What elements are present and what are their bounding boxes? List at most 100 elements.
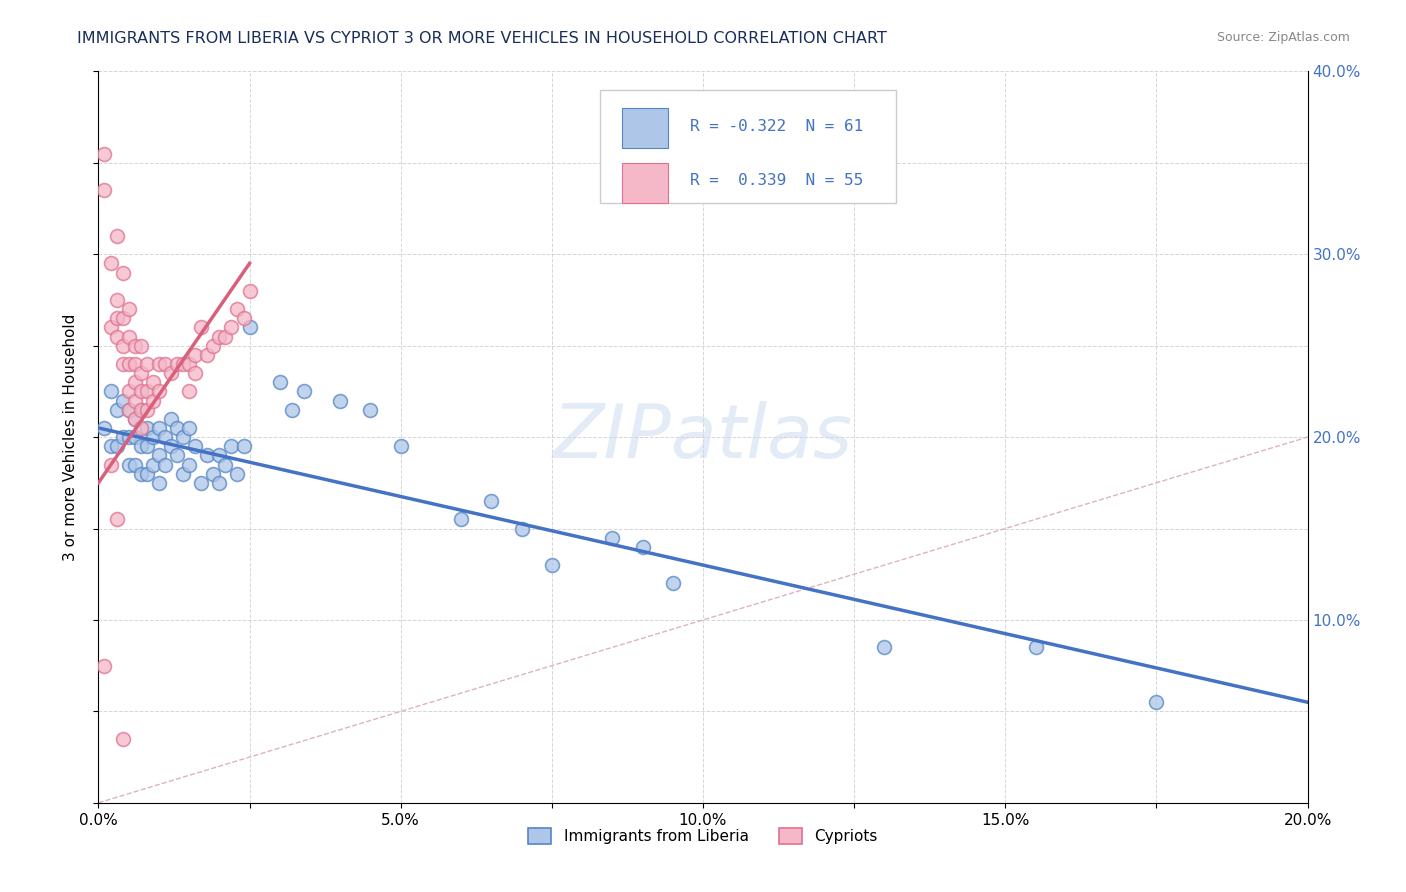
- Point: [232, 311, 254, 326]
- Point: [105, 402, 128, 417]
- Point: [100, 256, 122, 270]
- Point: [93, 421, 115, 435]
- Point: [118, 357, 141, 371]
- Point: [100, 320, 122, 334]
- Point: [142, 393, 165, 408]
- Point: [166, 448, 188, 462]
- Point: [135, 439, 157, 453]
- Point: [118, 458, 141, 472]
- Point: [281, 402, 304, 417]
- Point: [172, 467, 194, 481]
- Point: [661, 576, 683, 591]
- Point: [153, 458, 176, 472]
- Point: [208, 448, 231, 462]
- Point: [105, 293, 128, 307]
- Point: [184, 366, 207, 380]
- Point: [226, 301, 249, 317]
- Point: [195, 448, 218, 462]
- Point: [129, 467, 152, 481]
- Point: [166, 421, 188, 435]
- Point: [179, 357, 201, 371]
- Point: [129, 402, 152, 417]
- Point: [214, 329, 236, 343]
- Point: [172, 357, 194, 371]
- Point: [135, 357, 157, 371]
- Point: [160, 366, 183, 380]
- Point: [329, 393, 352, 408]
- Point: [142, 430, 165, 444]
- Point: [118, 430, 141, 444]
- Point: [129, 384, 152, 399]
- Point: [111, 393, 134, 408]
- Point: [135, 402, 157, 417]
- Point: [124, 458, 146, 472]
- FancyBboxPatch shape: [600, 90, 897, 203]
- Point: [124, 393, 146, 408]
- Point: [100, 439, 122, 453]
- Point: [118, 402, 141, 417]
- Point: [118, 402, 141, 417]
- Point: [124, 375, 146, 389]
- Point: [129, 439, 152, 453]
- Point: [118, 384, 141, 399]
- Point: [135, 421, 157, 435]
- Point: [179, 458, 201, 472]
- Point: [111, 338, 134, 352]
- Point: [148, 357, 170, 371]
- Point: [124, 338, 146, 352]
- Point: [148, 384, 170, 399]
- Legend: Immigrants from Liberia, Cypriots: Immigrants from Liberia, Cypriots: [522, 822, 884, 850]
- Text: IMMIGRANTS FROM LIBERIA VS CYPRIOT 3 OR MORE VEHICLES IN HOUSEHOLD CORRELATION C: IMMIGRANTS FROM LIBERIA VS CYPRIOT 3 OR …: [77, 31, 887, 46]
- Point: [292, 384, 315, 399]
- Point: [111, 731, 134, 746]
- Point: [105, 329, 128, 343]
- Point: [214, 458, 236, 472]
- Point: [172, 430, 194, 444]
- Point: [93, 658, 115, 673]
- Point: [118, 301, 141, 317]
- Point: [105, 311, 128, 326]
- Point: [221, 439, 243, 453]
- Text: ZIPatlas: ZIPatlas: [553, 401, 853, 473]
- Point: [184, 439, 207, 453]
- Point: [105, 229, 128, 244]
- Point: [153, 357, 176, 371]
- Point: [148, 475, 170, 490]
- Point: [105, 512, 128, 526]
- Point: [129, 421, 152, 435]
- Point: [190, 475, 212, 490]
- Point: [360, 402, 382, 417]
- Point: [124, 357, 146, 371]
- Point: [148, 421, 170, 435]
- Point: [124, 412, 146, 426]
- Point: [195, 348, 218, 362]
- Point: [239, 284, 262, 298]
- Point: [129, 402, 152, 417]
- Point: [389, 439, 412, 453]
- Point: [124, 430, 146, 444]
- Point: [179, 421, 201, 435]
- Point: [179, 384, 201, 399]
- Point: [269, 375, 291, 389]
- Point: [111, 357, 134, 371]
- Point: [142, 375, 165, 389]
- Point: [142, 458, 165, 472]
- Point: [873, 640, 896, 655]
- FancyBboxPatch shape: [621, 108, 668, 148]
- Point: [202, 467, 225, 481]
- Text: R = -0.322  N = 61: R = -0.322 N = 61: [690, 119, 863, 134]
- Point: [111, 430, 134, 444]
- Point: [239, 320, 262, 334]
- Text: R =  0.339  N = 55: R = 0.339 N = 55: [690, 173, 863, 188]
- Point: [226, 467, 249, 481]
- Point: [184, 348, 207, 362]
- Point: [160, 412, 183, 426]
- Point: [450, 512, 472, 526]
- Point: [631, 540, 654, 554]
- Point: [124, 412, 146, 426]
- Point: [1024, 640, 1046, 655]
- Point: [481, 494, 503, 508]
- Point: [1144, 695, 1167, 709]
- Point: [93, 183, 115, 197]
- FancyBboxPatch shape: [621, 163, 668, 203]
